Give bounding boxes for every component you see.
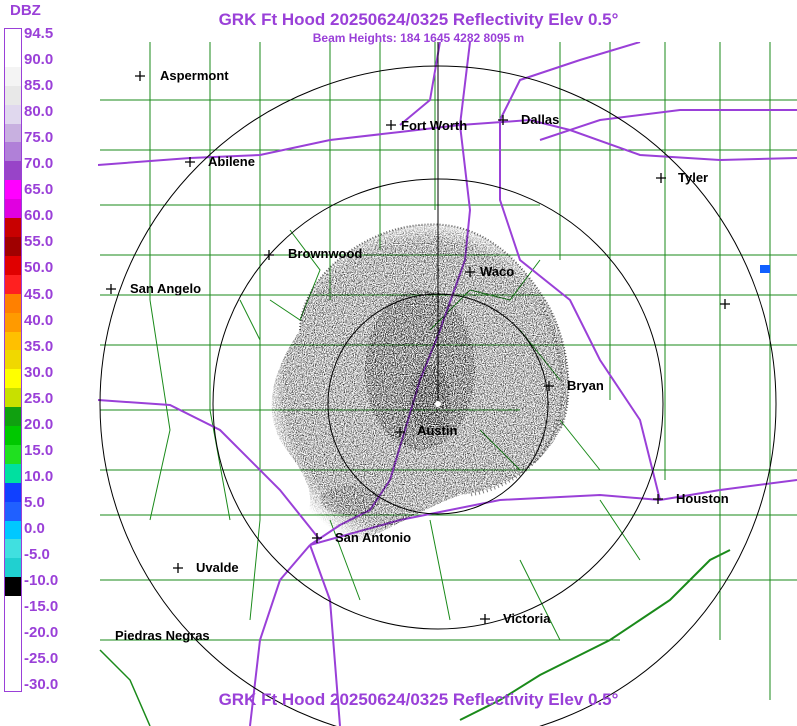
legend-color-swatch xyxy=(5,350,21,370)
legend-tick-label: 90.0 xyxy=(24,51,54,69)
legend-tick-label: 0.0 xyxy=(24,519,45,537)
dbz-legend: DBZ 94.5 90.0 85.0 80.0 75.0 70.0 65.0 60.0 55.0… xyxy=(0,0,60,726)
legend-color-swatch xyxy=(5,615,21,634)
legend-tick-label: 80.0 xyxy=(24,103,54,121)
legend-tick-label: 55.0 xyxy=(24,233,54,251)
isolated-echo xyxy=(760,265,770,273)
city-label-aspermont: Aspermont xyxy=(160,68,229,83)
legend-tick-label: -25.0 xyxy=(24,650,59,668)
legend-color-swatch xyxy=(5,426,21,445)
radar-echoes xyxy=(271,223,770,549)
legend-color-swatch xyxy=(5,520,21,540)
legend-colorbar xyxy=(4,28,22,692)
legend-color-swatch xyxy=(5,255,21,275)
city-label-uvalde: Uvalde xyxy=(196,560,239,575)
radar-title: GRK Ft Hood 20250624/0325 Reflectivity E… xyxy=(218,10,619,29)
legend-tick-label: 45.0 xyxy=(24,285,54,303)
legend-color-swatch xyxy=(5,274,21,294)
city-markers xyxy=(106,71,730,624)
legend-color-swatch xyxy=(5,85,21,105)
legend-color-swatch xyxy=(5,331,21,351)
legend-tick-label: 40.0 xyxy=(24,311,54,329)
legend-tick-label: 15.0 xyxy=(24,441,54,459)
city-labels: Aspermont Fort Worth Dallas Abilene Tyle… xyxy=(115,68,729,643)
legend-unit-label: DBZ xyxy=(10,2,41,19)
legend-color-swatch xyxy=(5,236,21,256)
legend-color-swatch xyxy=(5,634,21,653)
legend-color-swatch xyxy=(5,66,21,86)
legend-color-swatch xyxy=(5,652,21,672)
legend-color-swatch xyxy=(5,463,21,483)
city-label-austin: Austin xyxy=(417,423,458,438)
legend-color-swatch xyxy=(5,596,21,616)
legend-color-swatch xyxy=(5,293,21,313)
city-label-abilene: Abilene xyxy=(208,154,255,169)
legend-color-swatch xyxy=(5,482,21,502)
legend-color-swatch xyxy=(5,388,21,408)
legend-color-swatch xyxy=(5,539,21,559)
rio-grande xyxy=(99,649,151,726)
legend-tick-label: -5.0 xyxy=(24,546,50,563)
legend-color-swatch xyxy=(5,29,21,48)
legend-tick-label: -30.0 xyxy=(24,676,59,694)
legend-color-swatch xyxy=(5,161,21,181)
legend-color-swatch xyxy=(5,407,21,427)
legend-color-swatch xyxy=(5,312,21,332)
legend-tick-label: 85.0 xyxy=(24,77,54,95)
city-label-bryan: Bryan xyxy=(567,378,604,393)
city-label-fort-worth: Fort Worth xyxy=(401,118,467,133)
legend-tick-label: 35.0 xyxy=(24,337,54,355)
legend-color-swatch xyxy=(5,501,21,521)
legend-tick-label: 30.0 xyxy=(24,363,54,381)
legend-tick-label: 94.5 xyxy=(24,25,54,42)
city-label-brownwood: Brownwood xyxy=(288,246,362,261)
coastline xyxy=(459,549,731,721)
legend-color-swatch xyxy=(5,123,21,143)
legend-tick-label: -15.0 xyxy=(24,598,59,616)
city-label-piedras-negras: Piedras Negras xyxy=(115,628,210,643)
legend-tick-label: 20.0 xyxy=(24,415,54,433)
legend-color-swatch xyxy=(5,180,21,200)
legend-tick-label: 50.0 xyxy=(24,259,54,277)
legend-color-swatch xyxy=(5,577,21,597)
city-label-waco: Waco xyxy=(480,264,514,279)
legend-tick-label: -20.0 xyxy=(24,624,59,642)
city-label-san-antonio: San Antonio xyxy=(335,530,411,545)
legend-tick-label: 60.0 xyxy=(24,207,54,225)
city-label-tyler: Tyler xyxy=(678,170,708,185)
city-label-victoria: Victoria xyxy=(503,611,551,626)
legend-color-swatch xyxy=(5,47,21,67)
legend-tick-label: 10.0 xyxy=(24,467,54,485)
legend-color-swatch xyxy=(5,369,21,389)
legend-color-swatch xyxy=(5,671,21,691)
legend-color-swatch xyxy=(5,558,21,578)
legend-color-swatch xyxy=(5,142,21,162)
legend-tick-label: 75.0 xyxy=(24,129,54,147)
legend-tick-label: 70.0 xyxy=(24,155,54,173)
legend-tick-label: 5.0 xyxy=(24,493,45,511)
legend-color-swatch xyxy=(5,444,21,464)
legend-color-swatch xyxy=(5,199,21,219)
legend-color-swatch xyxy=(5,104,21,124)
legend-tick-label: 25.0 xyxy=(24,389,54,407)
radar-map: Aspermont Fort Worth Dallas Abilene Tyle… xyxy=(98,42,797,726)
legend-tick-label: -10.0 xyxy=(24,572,59,590)
legend-color-swatch xyxy=(5,218,21,237)
beam-heights-subtitle: Beam Heights: 184 1645 4282 8095 m xyxy=(312,31,525,45)
city-label-dallas: Dallas xyxy=(521,112,559,127)
legend-tick-label: 65.0 xyxy=(24,181,54,199)
radar-footer-title: GRK Ft Hood 20250624/0325 Reflectivity E… xyxy=(218,690,619,709)
city-label-houston: Houston xyxy=(676,491,729,506)
city-label-san-angelo: San Angelo xyxy=(130,281,201,296)
radar-site-marker xyxy=(435,401,441,407)
